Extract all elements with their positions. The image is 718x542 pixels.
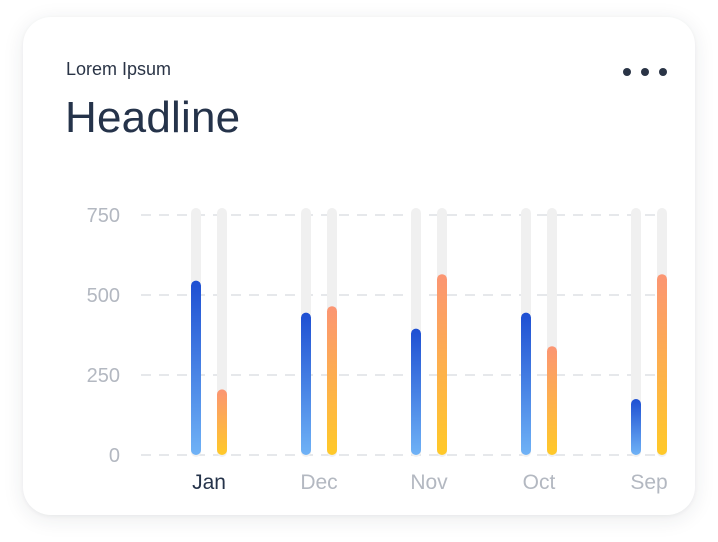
bar-orange-sep: [657, 274, 667, 455]
bar-blue-jan: [191, 280, 201, 455]
axis-labels: 0 250 500 750 Jan Dec Nov Oct Sep: [87, 205, 668, 494]
gridlines: [141, 214, 665, 456]
bar-orange-oct: [547, 346, 557, 455]
bar-blue-oct: [521, 312, 531, 455]
x-tick-label-nov[interactable]: Nov: [410, 471, 448, 494]
y-tick-label: 0: [109, 445, 120, 467]
bar-blue-nov: [411, 328, 421, 455]
bar-blue-sep: [631, 399, 641, 455]
more-dot: [641, 68, 649, 76]
bar-tracks: [191, 208, 667, 457]
more-options-icon[interactable]: [623, 63, 667, 81]
bars: [191, 274, 667, 455]
bar-blue-dec: [301, 312, 311, 455]
bar-orange-nov: [437, 274, 447, 455]
bar-orange-dec: [327, 306, 337, 455]
x-tick-label-dec[interactable]: Dec: [300, 471, 337, 494]
y-tick-label: 500: [87, 285, 120, 307]
x-tick-label-oct[interactable]: Oct: [523, 471, 556, 494]
x-tick-label-jan[interactable]: Jan: [192, 471, 226, 494]
y-tick-label: 750: [87, 205, 120, 227]
y-tick-label: 250: [87, 365, 120, 387]
more-dot: [623, 68, 631, 76]
bar-chart: 0 250 500 750 Jan Dec Nov Oct Sep: [87, 205, 668, 494]
x-tick-label-sep[interactable]: Sep: [630, 471, 667, 494]
chart-card: Lorem Ipsum Headline 0 250 500 750 Jan Dec Nov…: [23, 17, 695, 515]
card-headline: Headline: [65, 93, 241, 142]
card-eyebrow: Lorem Ipsum: [66, 59, 172, 79]
more-dot: [659, 68, 667, 76]
bar-orange-jan: [217, 389, 227, 455]
